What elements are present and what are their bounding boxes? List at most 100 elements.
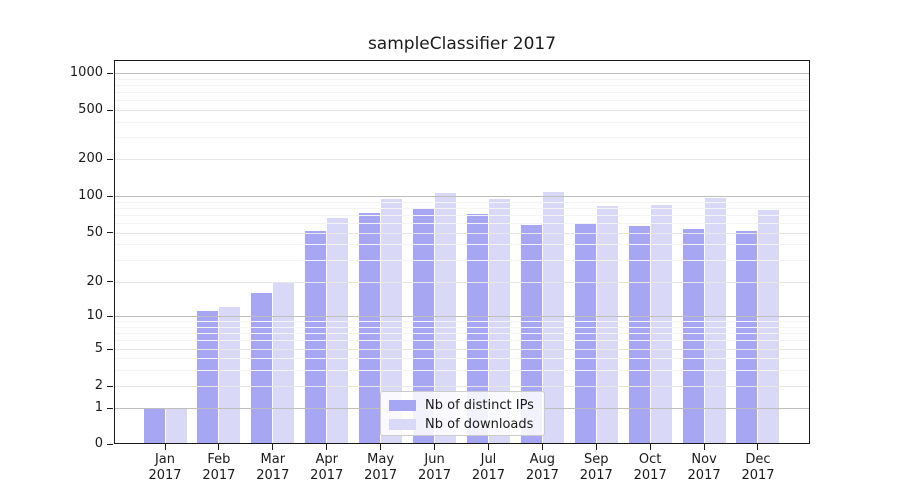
y-gridline-minor: [114, 201, 810, 203]
y-tick-label: 200: [78, 151, 103, 166]
legend-swatch-distinct-ips: [389, 400, 416, 411]
y-tick-mark: [107, 195, 113, 197]
y-gridline: [114, 196, 810, 197]
bar-nov-distinct-ips: [682, 229, 704, 444]
y-gridline: [114, 349, 810, 350]
y-gridline-minor: [114, 207, 810, 209]
y-gridline-minor: [114, 92, 810, 94]
y-gridline-minor: [114, 259, 810, 261]
y-gridline-minor: [114, 84, 810, 86]
x-tick-mark: [757, 444, 759, 450]
bar-mar-distinct-ips: [251, 292, 273, 444]
y-tick-label: 2: [94, 378, 103, 393]
bar-feb-distinct-ips: [197, 311, 219, 444]
y-gridline-minor: [114, 214, 810, 216]
bar-oct-downloads: [650, 204, 672, 444]
bar-aug-distinct-ips: [520, 224, 542, 444]
y-tick-label: 1: [94, 400, 103, 415]
plot-area: Nb of distinct IPs Nb of downloads: [114, 60, 810, 444]
y-gridline: [114, 110, 810, 111]
y-tick-mark: [107, 72, 113, 74]
y-gridline: [114, 386, 810, 387]
y-gridline: [114, 316, 810, 317]
y-gridline-minor: [114, 340, 810, 342]
x-month-label: Dec 2017: [741, 452, 775, 483]
bar-dec-distinct-ips: [736, 231, 758, 444]
x-month-label: Feb 2017: [202, 452, 236, 483]
y-gridline-minor: [114, 244, 810, 246]
x-month-label: Oct 2017: [633, 452, 667, 483]
x-month-label: Sep 2017: [579, 452, 613, 483]
y-gridline-minor: [114, 121, 810, 123]
x-month-label: Aug 2017: [525, 452, 559, 483]
bar-aug-downloads: [542, 191, 564, 444]
y-gridline-minor: [114, 332, 810, 334]
y-gridline: [114, 232, 810, 234]
x-month-label: May 2017: [364, 452, 398, 483]
y-tick-mark: [107, 281, 113, 283]
x-month-label: Mar 2017: [256, 452, 290, 483]
x-tick-mark: [434, 444, 436, 450]
x-month-label: Jun 2017: [417, 452, 452, 483]
y-tick-mark: [107, 348, 113, 350]
y-tick-label: 500: [78, 102, 103, 117]
y-tick-mark: [107, 158, 113, 160]
y-tick-label: 50: [86, 224, 103, 240]
x-tick-mark: [380, 444, 382, 450]
x-tick-mark: [703, 444, 705, 450]
y-tick-label: 0: [94, 436, 103, 451]
bar-may-distinct-ips: [359, 213, 381, 444]
x-tick-mark: [164, 444, 166, 450]
bar-mar-downloads: [273, 281, 295, 444]
bar-nov-downloads: [704, 197, 726, 444]
bar-sep-downloads: [596, 205, 618, 444]
chart-title: sampleClassifier 2017: [367, 34, 557, 54]
bar-jun-downloads: [435, 193, 457, 444]
y-gridline-minor: [114, 369, 810, 371]
legend-label-distinct-ips: Nb of distinct IPs: [425, 398, 534, 413]
y-tick-label: 100: [78, 188, 103, 203]
y-gridline: [114, 73, 810, 74]
y-tick-label: 20: [86, 273, 103, 289]
y-tick-label: 10: [86, 308, 103, 323]
x-month-label: Jul 2017: [471, 452, 505, 483]
y-tick-mark: [107, 407, 113, 409]
y-tick-mark: [107, 232, 113, 233]
legend-item-distinct-ips: Nb of distinct IPs: [381, 396, 544, 415]
y-gridline-minor: [114, 358, 810, 359]
y-tick-label: 1000: [69, 65, 103, 80]
y-gridline-minor: [114, 321, 810, 323]
x-tick-mark: [218, 444, 220, 450]
x-tick-mark: [541, 444, 543, 450]
y-gridline-minor: [114, 326, 810, 328]
y-gridline-minor: [114, 78, 810, 80]
bar-apr-distinct-ips: [305, 231, 327, 444]
y-tick-mark: [107, 315, 113, 317]
x-tick-mark: [487, 444, 489, 450]
bar-jun-distinct-ips: [413, 209, 435, 444]
y-tick-mark: [107, 385, 113, 387]
legend-label-downloads: Nb of downloads: [425, 417, 534, 432]
y-gridline: [114, 281, 810, 283]
legend-item-downloads: Nb of downloads: [381, 415, 544, 434]
x-month-label: Jan 2017: [148, 452, 182, 483]
legend: Nb of distinct IPs Nb of downloads: [380, 391, 545, 436]
y-gridline: [114, 159, 810, 160]
y-tick-mark: [107, 109, 113, 111]
y-gridline-minor: [114, 100, 810, 102]
x-tick-mark: [595, 444, 597, 450]
x-tick-mark: [272, 444, 274, 450]
y-gridline-minor: [114, 137, 810, 139]
bar-apr-downloads: [327, 217, 349, 444]
y-gridline-minor: [114, 222, 810, 224]
bar-jan-distinct-ips: [143, 408, 165, 444]
bar-jan-downloads: [165, 408, 187, 444]
bar-oct-distinct-ips: [628, 225, 650, 444]
x-tick-mark: [326, 444, 328, 450]
x-month-label: Nov 2017: [687, 452, 721, 483]
y-tick-mark: [107, 443, 113, 445]
x-tick-mark: [649, 444, 651, 450]
legend-swatch-downloads: [389, 419, 416, 430]
x-month-label: Apr 2017: [310, 452, 344, 483]
